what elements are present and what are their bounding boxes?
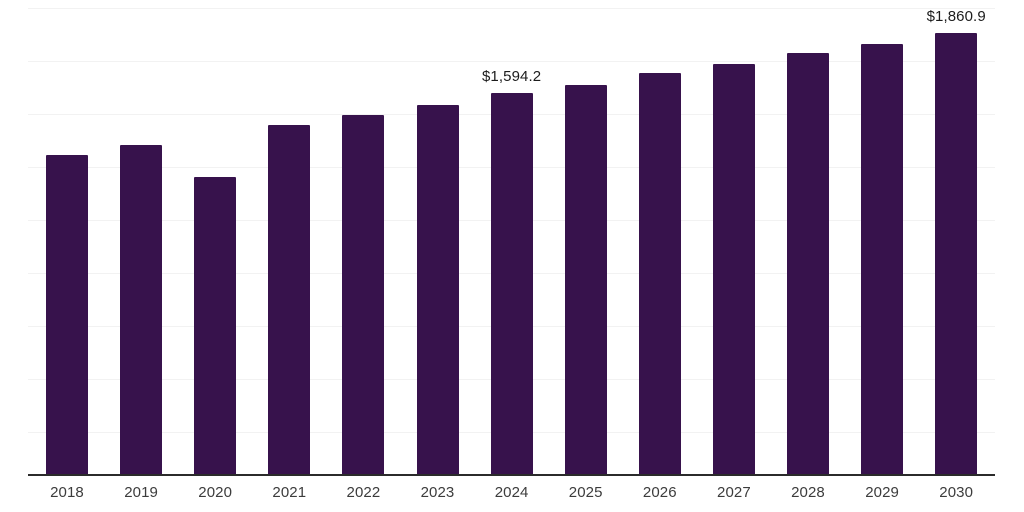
gridline [28, 61, 995, 62]
bar[interactable] [342, 115, 385, 474]
gridline [28, 8, 995, 9]
bar[interactable] [416, 105, 459, 474]
x-tick-label-2029: 2029 [865, 484, 899, 501]
bar-value-label: $1,594.2 [481, 68, 542, 85]
x-tick-label-2021: 2021 [272, 484, 307, 501]
bar[interactable] [787, 53, 829, 474]
bar[interactable] [564, 85, 607, 474]
bar[interactable] [490, 93, 533, 474]
x-tick-label-2020: 2020 [198, 484, 233, 501]
bar[interactable] [268, 125, 311, 474]
x-tick-label-2026: 2026 [642, 484, 677, 501]
bar[interactable] [194, 177, 237, 474]
bar[interactable] [46, 155, 88, 474]
x-tick-label-2025: 2025 [568, 484, 603, 501]
bar[interactable] [861, 44, 904, 474]
x-axis-line [28, 474, 995, 476]
x-tick-label-2028: 2028 [791, 484, 825, 501]
x-tick-label-2022: 2022 [346, 484, 381, 501]
x-tick-label-2019: 2019 [124, 484, 158, 501]
bar[interactable] [120, 145, 163, 474]
bar[interactable] [712, 64, 755, 474]
bar[interactable] [638, 73, 681, 474]
x-tick-label-2030: 2030 [939, 484, 974, 501]
x-tick-label-2023: 2023 [420, 484, 455, 501]
bar[interactable] [935, 33, 978, 474]
bar-value-label: $1,860.9 [926, 8, 986, 25]
x-tick-label-2027: 2027 [717, 484, 751, 501]
x-tick-label-2018: 2018 [50, 484, 84, 501]
x-tick-label-2024: 2024 [494, 484, 529, 501]
